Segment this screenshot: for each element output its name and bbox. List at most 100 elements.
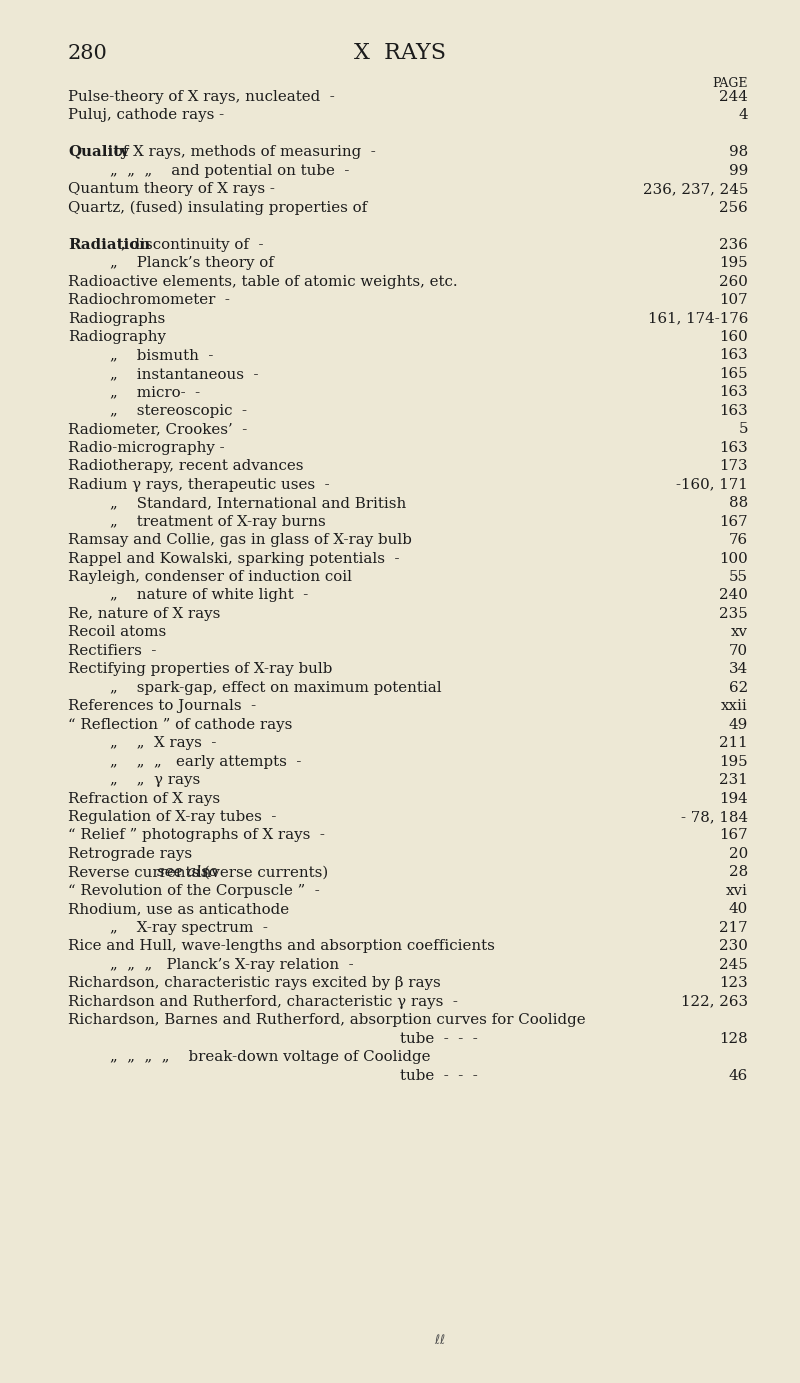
Text: Richardson, Barnes and Rutherford, absorption curves for Coolidge: Richardson, Barnes and Rutherford, absor… bbox=[68, 1014, 586, 1028]
Text: 240: 240 bbox=[719, 588, 748, 603]
Text: Radiotherapy, recent advances: Radiotherapy, recent advances bbox=[68, 459, 303, 473]
Text: tube  -  -  -: tube - - - bbox=[400, 1069, 478, 1083]
Text: 236: 236 bbox=[719, 238, 748, 252]
Text: Radium γ rays, therapeutic uses  -: Radium γ rays, therapeutic uses - bbox=[68, 477, 330, 492]
Text: 100: 100 bbox=[719, 552, 748, 566]
Text: - 78, 184: - 78, 184 bbox=[681, 810, 748, 824]
Text: inverse currents): inverse currents) bbox=[192, 866, 328, 880]
Text: 20: 20 bbox=[729, 846, 748, 862]
Text: 49: 49 bbox=[729, 718, 748, 732]
Text: 34: 34 bbox=[729, 662, 748, 676]
Text: „  „  „  „    break-down voltage of Coolidge: „ „ „ „ break-down voltage of Coolidge bbox=[110, 1050, 431, 1064]
Text: „  „  „    and potential on tube  -: „ „ „ and potential on tube - bbox=[110, 163, 350, 178]
Text: 5: 5 bbox=[738, 422, 748, 436]
Text: Rappel and Kowalski, sparking potentials  -: Rappel and Kowalski, sparking potentials… bbox=[68, 552, 399, 566]
Text: 231: 231 bbox=[719, 773, 748, 787]
Text: References to Journals  -: References to Journals - bbox=[68, 700, 256, 714]
Text: 70: 70 bbox=[729, 644, 748, 658]
Text: of X rays, methods of measuring  -: of X rays, methods of measuring - bbox=[109, 145, 376, 159]
Text: , discontinuity of  -: , discontinuity of - bbox=[121, 238, 263, 252]
Text: Pulse-theory of X rays, nucleated  -: Pulse-theory of X rays, nucleated - bbox=[68, 90, 334, 104]
Text: „    stereoscopic  -: „ stereoscopic - bbox=[110, 404, 247, 418]
Text: 280: 280 bbox=[68, 44, 108, 64]
Text: Radiochromometer  -: Radiochromometer - bbox=[68, 293, 230, 307]
Text: Radioactive elements, table of atomic weights, etc.: Radioactive elements, table of atomic we… bbox=[68, 275, 458, 289]
Text: Quartz, (fused) insulating properties of: Quartz, (fused) insulating properties of bbox=[68, 201, 367, 214]
Text: Radiation: Radiation bbox=[68, 238, 150, 252]
Text: Refraction of X rays: Refraction of X rays bbox=[68, 791, 220, 805]
Text: -160, 171: -160, 171 bbox=[676, 477, 748, 492]
Text: 161, 174-176: 161, 174-176 bbox=[648, 311, 748, 325]
Text: Richardson, characteristic rays excited by β rays: Richardson, characteristic rays excited … bbox=[68, 976, 441, 990]
Text: 163: 163 bbox=[719, 386, 748, 400]
Text: 160: 160 bbox=[719, 331, 748, 344]
Text: 165: 165 bbox=[719, 366, 748, 380]
Text: 260: 260 bbox=[719, 275, 748, 289]
Text: 235: 235 bbox=[719, 607, 748, 621]
Text: Retrograde rays: Retrograde rays bbox=[68, 846, 192, 862]
Text: Radiometer, Crookes’  -: Radiometer, Crookes’ - bbox=[68, 422, 247, 436]
Text: Radiographs: Radiographs bbox=[68, 311, 166, 325]
Text: 163: 163 bbox=[719, 404, 748, 418]
Text: 236, 237, 245: 236, 237, 245 bbox=[642, 183, 748, 196]
Text: „    micro-  -: „ micro- - bbox=[110, 386, 201, 400]
Text: Regulation of X-ray tubes  -: Regulation of X-ray tubes - bbox=[68, 810, 276, 824]
Text: “ Revolution of the Corpuscle ”  -: “ Revolution of the Corpuscle ” - bbox=[68, 884, 320, 898]
Text: 244: 244 bbox=[719, 90, 748, 104]
Text: 99: 99 bbox=[729, 163, 748, 178]
Text: PAGE: PAGE bbox=[713, 77, 748, 90]
Text: 167: 167 bbox=[719, 828, 748, 842]
Text: „    X-ray spectrum  -: „ X-ray spectrum - bbox=[110, 921, 268, 935]
Text: 245: 245 bbox=[719, 957, 748, 972]
Text: $\mathit{\ell\ell}$: $\mathit{\ell\ell}$ bbox=[434, 1333, 446, 1347]
Text: „    „  X rays  -: „ „ X rays - bbox=[110, 736, 217, 750]
Text: 123: 123 bbox=[719, 976, 748, 990]
Text: 40: 40 bbox=[729, 902, 748, 917]
Text: 46: 46 bbox=[729, 1069, 748, 1083]
Text: Puluj, cathode rays -: Puluj, cathode rays - bbox=[68, 108, 224, 123]
Text: 98: 98 bbox=[729, 145, 748, 159]
Text: 4: 4 bbox=[738, 108, 748, 123]
Text: „    instantaneous  -: „ instantaneous - bbox=[110, 366, 259, 380]
Text: 76: 76 bbox=[729, 532, 748, 548]
Text: „    „  γ rays: „ „ γ rays bbox=[110, 773, 201, 787]
Text: 167: 167 bbox=[719, 514, 748, 528]
Text: Richardson and Rutherford, characteristic γ rays  -: Richardson and Rutherford, characteristi… bbox=[68, 994, 458, 1008]
Text: „    bismuth  -: „ bismuth - bbox=[110, 349, 214, 362]
Text: Radio-micrography -: Radio-micrography - bbox=[68, 441, 225, 455]
Text: xv: xv bbox=[731, 625, 748, 639]
Text: “ Relief ” photographs of X rays  -: “ Relief ” photographs of X rays - bbox=[68, 828, 325, 842]
Text: 122, 263: 122, 263 bbox=[681, 994, 748, 1008]
Text: Re, nature of X rays: Re, nature of X rays bbox=[68, 607, 220, 621]
Text: 194: 194 bbox=[719, 791, 748, 805]
Text: „    spark-gap, effect on maximum potential: „ spark-gap, effect on maximum potential bbox=[110, 680, 442, 694]
Text: Rice and Hull, wave-lengths and absorption coefficients: Rice and Hull, wave-lengths and absorpti… bbox=[68, 939, 495, 953]
Text: 163: 163 bbox=[719, 349, 748, 362]
Text: 107: 107 bbox=[719, 293, 748, 307]
Text: Rayleigh, condenser of induction coil: Rayleigh, condenser of induction coil bbox=[68, 570, 352, 584]
Text: „    Standard, International and British: „ Standard, International and British bbox=[110, 496, 406, 510]
Text: 230: 230 bbox=[719, 939, 748, 953]
Text: 28: 28 bbox=[729, 866, 748, 880]
Text: „    „  „   early attempts  -: „ „ „ early attempts - bbox=[110, 755, 302, 769]
Text: X  RAYS: X RAYS bbox=[354, 43, 446, 65]
Text: Quality: Quality bbox=[68, 145, 129, 159]
Text: Reverse currents (: Reverse currents ( bbox=[68, 866, 210, 880]
Text: xvi: xvi bbox=[726, 884, 748, 898]
Text: 195: 195 bbox=[719, 256, 748, 270]
Text: Rectifiers  -: Rectifiers - bbox=[68, 644, 156, 658]
Text: 163: 163 bbox=[719, 441, 748, 455]
Text: xxii: xxii bbox=[722, 700, 748, 714]
Text: Ramsay and Collie, gas in glass of X-ray bulb: Ramsay and Collie, gas in glass of X-ray… bbox=[68, 532, 412, 548]
Text: Recoil atoms: Recoil atoms bbox=[68, 625, 166, 639]
Text: Rhodium, use as anticathode: Rhodium, use as anticathode bbox=[68, 902, 289, 917]
Text: 173: 173 bbox=[719, 459, 748, 473]
Text: „  „  „   Planck’s X-ray relation  -: „ „ „ Planck’s X-ray relation - bbox=[110, 957, 354, 972]
Text: „    treatment of X-ray burns: „ treatment of X-ray burns bbox=[110, 514, 326, 528]
Text: 62: 62 bbox=[729, 680, 748, 694]
Text: Quantum theory of X rays -: Quantum theory of X rays - bbox=[68, 183, 275, 196]
Text: see also: see also bbox=[158, 866, 218, 880]
Text: 211: 211 bbox=[719, 736, 748, 750]
Text: 195: 195 bbox=[719, 755, 748, 769]
Text: tube  -  -  -: tube - - - bbox=[400, 1032, 478, 1046]
